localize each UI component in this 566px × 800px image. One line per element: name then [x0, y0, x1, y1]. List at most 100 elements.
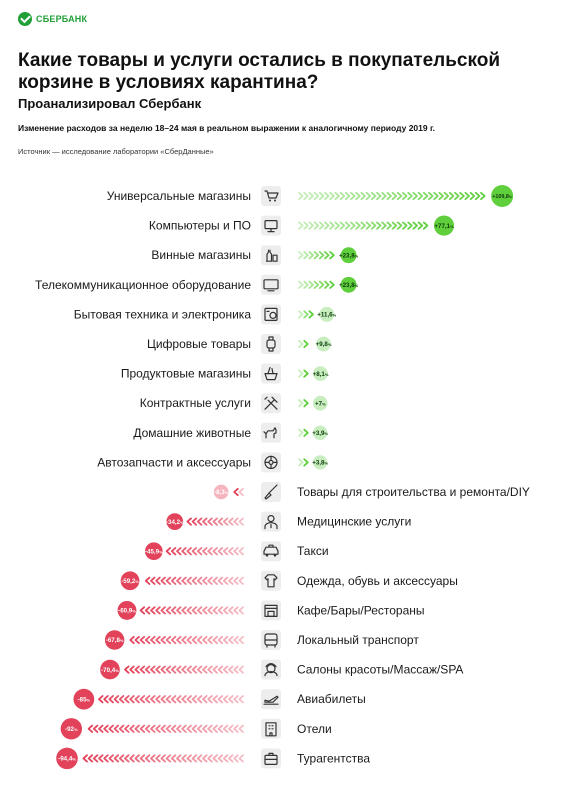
category-label: Турагентства — [297, 751, 370, 765]
bar — [186, 517, 244, 526]
value-bubble — [313, 455, 328, 470]
category-icon-box — [261, 689, 281, 710]
category-label: Цифровые товары — [147, 337, 251, 351]
category-icon-box — [261, 600, 281, 621]
bar — [298, 221, 429, 230]
category-label: Продуктовые магазины — [121, 367, 251, 381]
category-label: Контрактные услуги — [140, 396, 251, 410]
bar-row: Отели -92% — [60, 718, 332, 740]
sberbank-logo-icon — [18, 12, 32, 26]
bar-row: Контрактные услуги +7% — [140, 393, 328, 414]
category-label: Локальный транспорт — [297, 633, 419, 647]
bar-row: Кафе/Бары/Рестораны -60,9% — [117, 600, 425, 621]
data-label: -70,4% — [101, 667, 119, 674]
bar — [298, 428, 309, 437]
page-subtitle: Проанализировал Сбербанк — [18, 96, 202, 111]
tv-icon — [263, 279, 279, 292]
data-label: -94,4% — [58, 756, 76, 763]
value-bubble — [340, 276, 357, 293]
appliance-icon — [264, 307, 278, 321]
category-label: Отели — [297, 722, 332, 736]
clothing-icon — [264, 574, 278, 588]
bar-row: Телекоммуникационное оборудование +23,8% — [35, 274, 359, 295]
data-label: +8,1% — [313, 371, 329, 378]
category-icon-box — [261, 452, 281, 473]
value-bubble — [340, 247, 357, 264]
data-label: -59,2% — [121, 578, 139, 585]
bar — [298, 251, 335, 260]
tools-icon — [264, 396, 278, 410]
doctor-icon — [264, 514, 278, 530]
data-label-unit: % — [509, 195, 513, 199]
data-label: -92% — [65, 726, 78, 733]
pet-icon — [263, 427, 277, 439]
category-label: Кафе/Бары/Рестораны — [297, 603, 425, 617]
category-icon-box — [261, 422, 281, 443]
category-label: Автозапчасти и аксессуары — [97, 455, 251, 469]
category-label: Винные магазины — [151, 248, 251, 262]
wine-bottles-icon — [265, 249, 278, 262]
data-label-unit: % — [355, 253, 359, 258]
value-bubble — [213, 484, 229, 500]
value-bubble — [316, 336, 331, 352]
bar-row: Товары для строительства и ремонта/DIY -8… — [213, 482, 530, 502]
data-label-unit: % — [135, 579, 139, 584]
plane-ticket-icon — [263, 695, 279, 705]
bar — [82, 754, 244, 763]
bar-row: Компьютеры и ПО +77,1% — [149, 215, 455, 236]
taxi-icon — [263, 544, 279, 557]
bar-row: Медицинские услуги -34,2% — [166, 511, 411, 532]
bar-row: Такси -45,9% — [145, 541, 329, 562]
data-label: +11,6% — [317, 312, 336, 319]
category-label: Домашние животные — [133, 426, 251, 440]
data-label-unit: % — [333, 313, 337, 318]
value-bubble — [100, 659, 120, 680]
category-icon-box — [261, 659, 281, 680]
value-bubble — [56, 747, 78, 770]
data-label-unit: % — [72, 757, 76, 762]
data-label: +23,8% — [339, 282, 359, 289]
bar-row: Домашние животные +3,9% — [133, 422, 328, 443]
data-label: -34,2% — [166, 519, 184, 526]
bar-row: Цифровые товары +9,8% — [147, 334, 332, 354]
value-bubble — [491, 185, 514, 207]
bar — [298, 310, 314, 319]
data-label-unit: % — [450, 224, 454, 229]
data-label: -85% — [78, 696, 91, 703]
cart-icon — [264, 190, 279, 202]
value-bubble — [104, 630, 125, 650]
data-label: -60,9% — [118, 608, 136, 615]
data-label-unit: % — [159, 549, 163, 554]
category-icon-box — [261, 482, 281, 502]
bar — [298, 191, 486, 201]
category-icon-box — [261, 541, 281, 562]
brand-name: СБЕРБАНК — [36, 14, 88, 24]
grocery-icon — [264, 367, 278, 381]
data-label-unit: % — [74, 727, 78, 732]
data-label: +9,8% — [316, 341, 332, 348]
data-label: +109,8% — [492, 194, 513, 200]
category-label: Медицинские услуги — [297, 515, 411, 529]
data-label-unit: % — [328, 342, 332, 347]
bar — [139, 606, 244, 615]
category-icon-box — [261, 304, 281, 325]
bar-row: Салоны красоты/Массаж/SPA -70,4% — [100, 659, 463, 680]
bar — [298, 369, 309, 378]
value-bubble — [120, 571, 140, 591]
data-label-unit: % — [324, 431, 328, 436]
category-icon-box — [261, 215, 281, 236]
value-bubble — [166, 513, 184, 530]
beauty-salon-icon — [264, 663, 278, 677]
category-label: Бытовая техника и электроника — [74, 307, 252, 321]
category-label: Универсальные магазины — [107, 189, 251, 203]
bar — [298, 280, 335, 289]
value-bubble — [319, 306, 335, 322]
bar-row: Продуктовые магазины +8,1% — [121, 363, 329, 384]
bar-row: Автозапчасти и аксессуары +3,8% — [97, 452, 328, 473]
category-label: Одежда, обувь и аксессуары — [297, 574, 458, 588]
value-bubble — [117, 600, 137, 620]
cafe-icon — [264, 604, 278, 618]
wheel-icon — [264, 455, 278, 469]
chart-description: Изменение расходов за неделю 18–24 мая в… — [18, 123, 436, 133]
